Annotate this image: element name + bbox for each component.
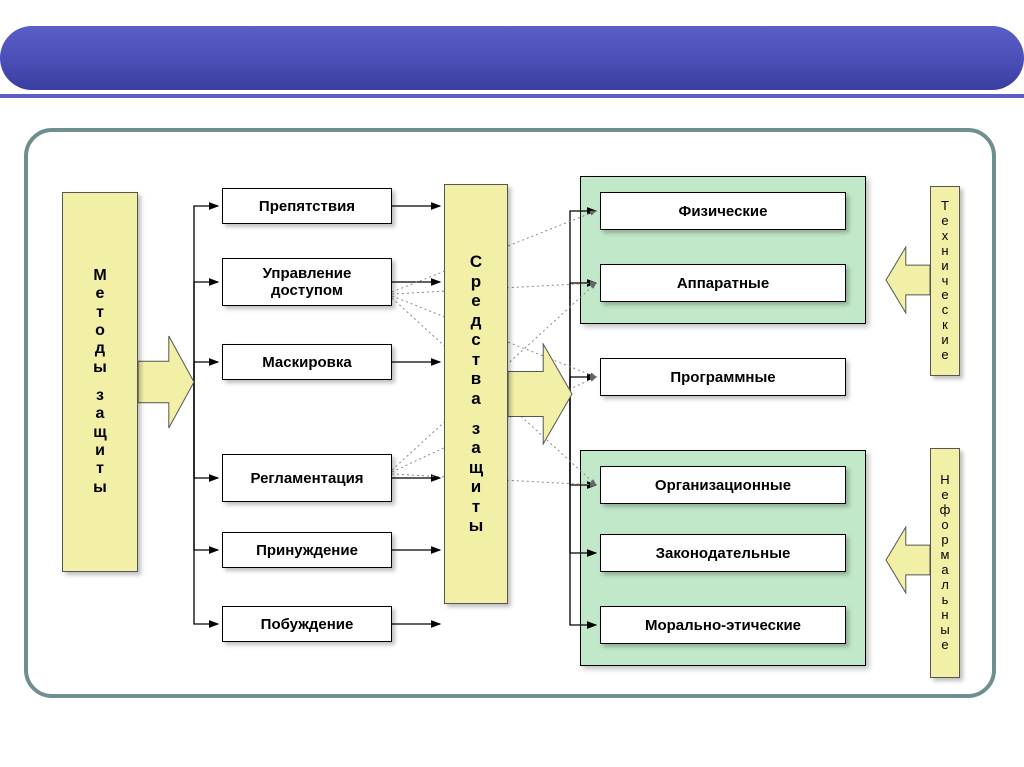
vertical-char: ы [93, 479, 107, 497]
vertical-char: и [941, 259, 948, 274]
means-block: Средства защиты [444, 184, 508, 604]
vertical-char: о [95, 322, 105, 340]
vertical-char: с [471, 330, 480, 350]
method-box: Принуждение [222, 532, 392, 568]
vertical-char: е [471, 291, 480, 311]
vertical-char: ы [469, 516, 484, 536]
means-box: Организационные [600, 466, 846, 504]
vertical-char: Н [940, 473, 949, 488]
vertical-char [474, 408, 479, 418]
vertical-char: ы [940, 623, 949, 638]
technical-block: Технические [930, 186, 960, 376]
vertical-char: р [941, 533, 948, 548]
vertical-char: е [941, 214, 948, 229]
vertical-char: ч [942, 274, 949, 289]
vertical-char: н [941, 608, 948, 623]
vertical-char: о [941, 518, 948, 533]
means-box: Программные [600, 358, 846, 396]
vertical-char: е [941, 348, 948, 363]
vertical-char: а [471, 438, 480, 458]
vertical-char: т [472, 497, 480, 517]
vertical-char: е [96, 285, 105, 303]
vertical-char: з [96, 387, 104, 405]
vertical-char: е [941, 488, 948, 503]
means-label: Программные [670, 369, 775, 386]
means-box: Физические [600, 192, 846, 230]
vertical-char: н [941, 244, 948, 259]
vertical-char: ь [942, 593, 949, 608]
means-label: Организационные [655, 477, 791, 494]
vertical-char: ф [940, 503, 951, 518]
method-box: Побуждение [222, 606, 392, 642]
vertical-char: а [941, 563, 948, 578]
vertical-char [98, 377, 102, 387]
vertical-char: е [941, 288, 948, 303]
vertical-char: д [95, 340, 105, 358]
vertical-char: и [471, 477, 481, 497]
method-box: Управление доступом [222, 258, 392, 306]
vertical-char: щ [469, 458, 483, 478]
vertical-char: и [95, 442, 105, 460]
means-label: Морально-этические [645, 617, 801, 634]
vertical-char: а [471, 389, 480, 409]
means-label: Аппаратные [677, 275, 769, 292]
means-label: Физические [679, 203, 768, 220]
method-label: Регламентация [250, 470, 363, 487]
vertical-char: р [471, 272, 481, 292]
means-box: Аппаратные [600, 264, 846, 302]
vertical-char: в [471, 369, 481, 389]
vertical-char: м [941, 548, 950, 563]
method-box: Препятствия [222, 188, 392, 224]
method-label: Принуждение [256, 542, 358, 559]
methods-block: Методы защиты [62, 192, 138, 572]
vertical-char: с [942, 303, 949, 318]
means-label: Законодательные [656, 545, 791, 562]
vertical-char: ы [93, 359, 107, 377]
vertical-char: и [941, 333, 948, 348]
header-bar [0, 26, 1024, 90]
method-label: Побуждение [261, 616, 354, 633]
method-box: Маскировка [222, 344, 392, 380]
vertical-char: Т [941, 199, 949, 214]
means-box: Законодательные [600, 534, 846, 572]
vertical-char: М [93, 267, 106, 285]
method-label: Управление доступом [227, 265, 387, 299]
vertical-char: х [942, 229, 949, 244]
header-underline [0, 94, 1024, 98]
method-label: Маскировка [262, 354, 352, 371]
method-box: Регламентация [222, 454, 392, 502]
vertical-char: д [471, 311, 482, 331]
vertical-char: к [942, 318, 948, 333]
vertical-char: С [470, 252, 482, 272]
means-box: Морально-этические [600, 606, 846, 644]
vertical-char: а [96, 405, 105, 423]
vertical-char: щ [93, 424, 107, 442]
vertical-char: е [941, 638, 948, 653]
vertical-char: т [472, 350, 480, 370]
informal-block: Неформальные [930, 448, 960, 678]
vertical-char: т [96, 460, 104, 478]
vertical-char: т [96, 304, 104, 322]
vertical-char: з [472, 419, 480, 439]
vertical-char: л [941, 578, 949, 593]
method-label: Препятствия [259, 198, 355, 215]
